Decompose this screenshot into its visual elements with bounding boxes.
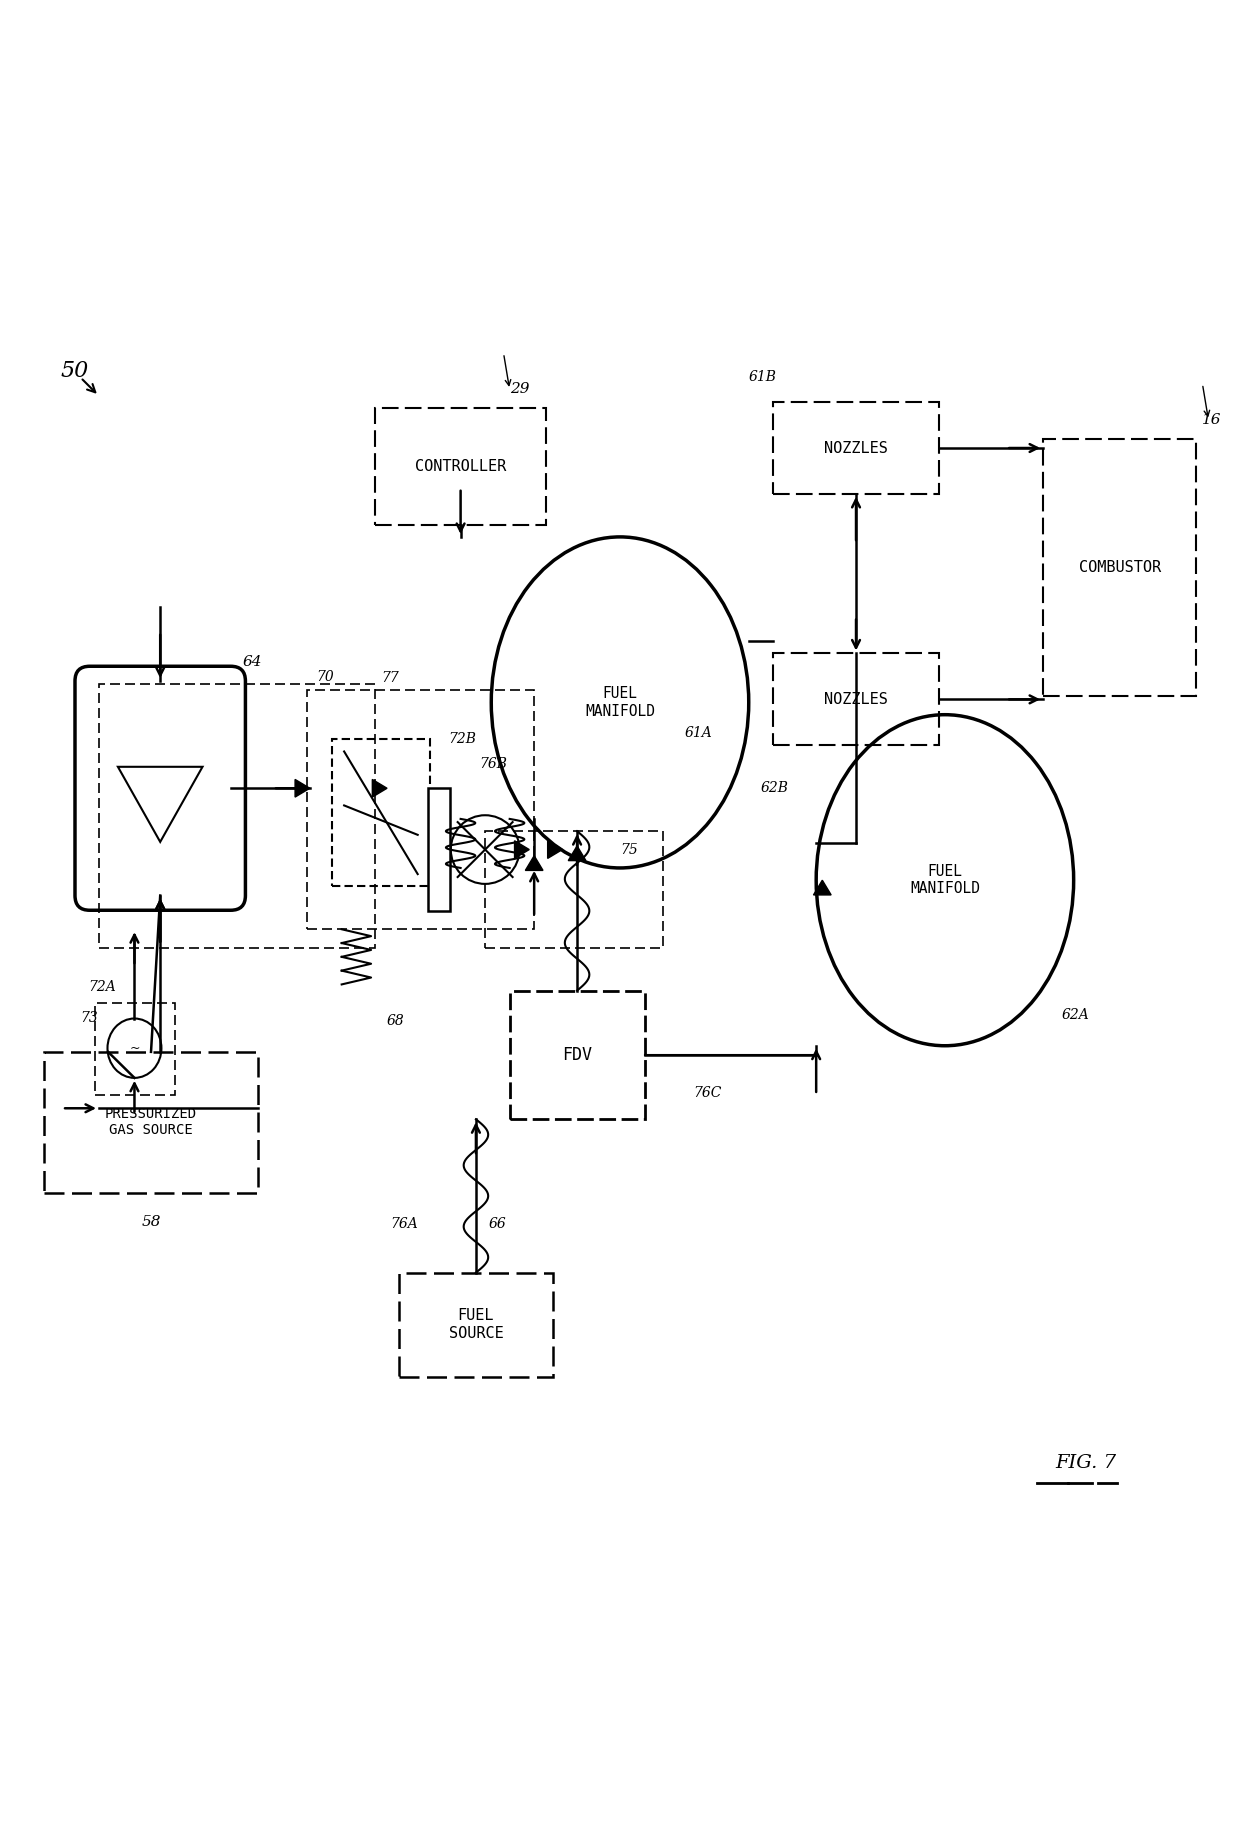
Polygon shape xyxy=(548,840,563,858)
Bar xyxy=(374,409,547,525)
Text: 72B: 72B xyxy=(449,732,476,746)
Text: 75: 75 xyxy=(620,842,637,856)
Text: 62B: 62B xyxy=(761,781,789,796)
Text: ~: ~ xyxy=(129,1042,140,1055)
Text: 61B: 61B xyxy=(749,370,776,383)
Bar xyxy=(774,653,939,745)
Text: 73: 73 xyxy=(79,1011,98,1025)
Text: 76C: 76C xyxy=(693,1086,722,1100)
Text: 50: 50 xyxy=(61,359,88,381)
Text: 70: 70 xyxy=(316,669,334,684)
Bar xyxy=(428,789,450,911)
Bar xyxy=(485,831,663,948)
Text: COMBUSTOR: COMBUSTOR xyxy=(1079,559,1161,576)
Text: NOZZLES: NOZZLES xyxy=(825,440,888,455)
Text: 58: 58 xyxy=(141,1214,161,1229)
Polygon shape xyxy=(515,840,529,858)
Bar xyxy=(510,990,645,1119)
Bar xyxy=(774,402,939,493)
Polygon shape xyxy=(568,845,587,860)
Text: 64: 64 xyxy=(243,655,263,669)
Polygon shape xyxy=(372,779,387,798)
Text: FIG. 7: FIG. 7 xyxy=(1055,1454,1116,1471)
Text: 76B: 76B xyxy=(479,757,507,770)
Bar xyxy=(399,1273,553,1377)
Text: PRESSURIZED
GAS SOURCE: PRESSURIZED GAS SOURCE xyxy=(105,1108,197,1137)
Polygon shape xyxy=(813,880,831,895)
Text: 29: 29 xyxy=(510,381,529,396)
Bar xyxy=(99,684,374,948)
Bar xyxy=(1043,438,1197,697)
Text: FUEL
SOURCE: FUEL SOURCE xyxy=(449,1308,503,1341)
Text: NOZZLES: NOZZLES xyxy=(825,691,888,706)
Text: FUEL
MANIFOLD: FUEL MANIFOLD xyxy=(585,686,655,719)
Bar xyxy=(43,1053,258,1192)
Text: 68: 68 xyxy=(387,1014,404,1029)
Text: FUEL
MANIFOLD: FUEL MANIFOLD xyxy=(910,864,980,897)
Text: 77: 77 xyxy=(381,671,398,684)
Text: 66: 66 xyxy=(489,1216,506,1231)
Polygon shape xyxy=(526,856,543,871)
Text: FDV: FDV xyxy=(562,1045,591,1064)
Text: 72A: 72A xyxy=(88,979,117,994)
Text: 62A: 62A xyxy=(1061,1009,1089,1022)
Polygon shape xyxy=(295,779,310,798)
Text: 61A: 61A xyxy=(684,726,712,741)
Text: 76A: 76A xyxy=(391,1216,418,1231)
Text: CONTROLLER: CONTROLLER xyxy=(415,458,506,473)
Bar xyxy=(332,739,430,886)
Bar xyxy=(95,1003,175,1095)
Text: 16: 16 xyxy=(1203,413,1221,427)
Bar xyxy=(308,690,534,930)
